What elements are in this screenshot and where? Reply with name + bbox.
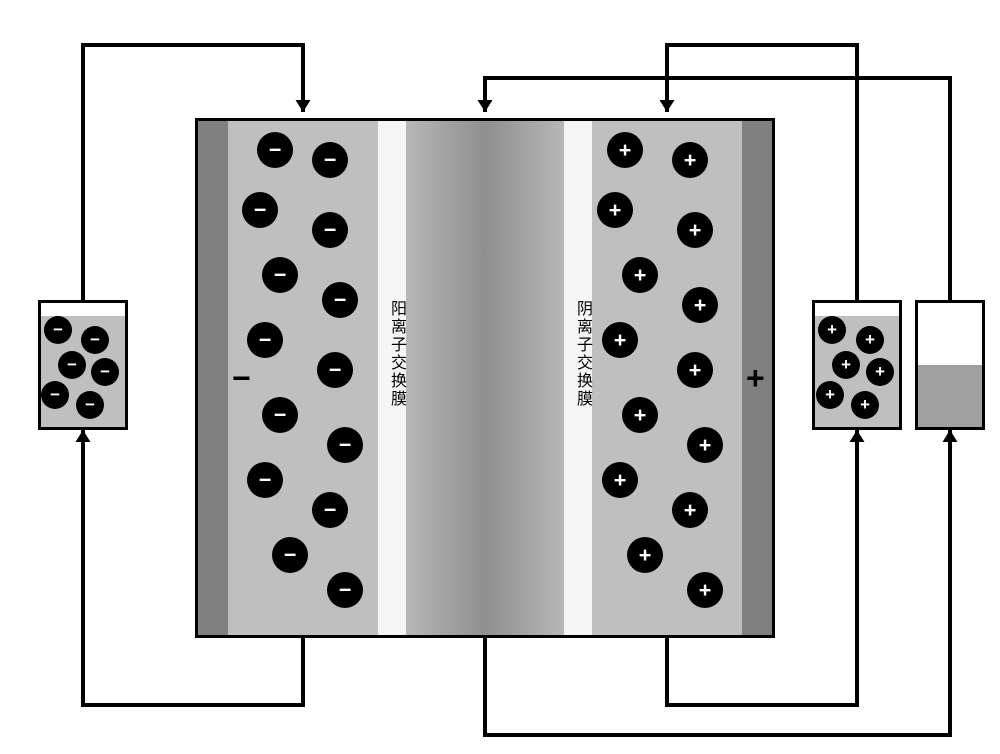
left-electrode — [198, 121, 228, 635]
positive-sign: + — [746, 360, 765, 397]
neg-ion: − — [327, 427, 363, 463]
arrowhead-neg-top — [296, 100, 311, 112]
arrowhead-center-bottom — [943, 430, 958, 442]
pos-ion: + — [607, 132, 643, 168]
neg-ion: − — [242, 192, 278, 228]
pos-tank-ion: + — [818, 316, 846, 344]
anion-membrane-label: 阴离子交换膜 — [570, 300, 594, 408]
pos-ion: + — [677, 212, 713, 248]
neg-ion: − — [247, 322, 283, 358]
pos-ion: + — [672, 142, 708, 178]
pos-ion: + — [682, 287, 718, 323]
pos-ion: + — [622, 397, 658, 433]
neg-tank-ion: − — [91, 358, 119, 386]
pos-ion: + — [597, 192, 633, 228]
diagram-canvas: 阳离子交换膜阴离子交换膜−+−−−−−−−−−−−−−−++++++++++++… — [0, 0, 1000, 754]
neg-ion: − — [247, 462, 283, 498]
neg-tank-ion: − — [76, 391, 104, 419]
pos-tank-ion: + — [832, 351, 860, 379]
neg-ion: − — [262, 397, 298, 433]
pos-tank-ion: + — [851, 391, 879, 419]
neg-ion: − — [322, 282, 358, 318]
neg-ion: − — [317, 352, 353, 388]
negative-sign: − — [232, 360, 251, 397]
arrowhead-pos-bottom — [850, 430, 865, 442]
neg-tank-ion: − — [58, 351, 86, 379]
neg-ion: − — [312, 142, 348, 178]
neg-ion: − — [257, 132, 293, 168]
neg-tank-ion: − — [41, 381, 69, 409]
pos-ion: + — [687, 572, 723, 608]
neg-tank-ion: − — [44, 316, 72, 344]
pos-tank-ion: + — [816, 381, 844, 409]
pos-tank-ion: + — [856, 326, 884, 354]
arrowhead-pos-top — [660, 100, 675, 112]
pos-ion: + — [672, 492, 708, 528]
arrowhead-center-top — [478, 100, 493, 112]
pos-tank-ion: + — [866, 358, 894, 386]
pos-ion: + — [602, 462, 638, 498]
pos-ion: + — [687, 427, 723, 463]
cation-membrane-label: 阳离子交换膜 — [384, 300, 408, 408]
neg-tank-ion: − — [81, 326, 109, 354]
pos-ion: + — [677, 352, 713, 388]
pos-ion: + — [602, 322, 638, 358]
neg-ion: − — [312, 212, 348, 248]
arrowhead-neg-bottom — [76, 430, 91, 442]
neg-ion: − — [327, 572, 363, 608]
neg-ion: − — [272, 537, 308, 573]
neg-ion: − — [312, 492, 348, 528]
center-tank-fill — [918, 365, 982, 427]
neg-ion: − — [262, 257, 298, 293]
pos-ion: + — [627, 537, 663, 573]
center-chamber — [406, 121, 564, 635]
pos-ion: + — [622, 257, 658, 293]
